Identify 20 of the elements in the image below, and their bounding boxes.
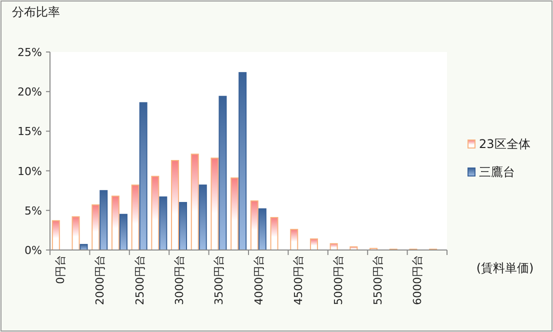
x-tick-label: 6000円台 [411,255,424,305]
x-tick-label: 5500円台 [372,255,385,305]
x-tick-label: 2500円台 [133,255,146,305]
y-tick-label: 25% [18,46,42,59]
x-tick-label: 4500円台 [292,255,306,305]
x-tick-label: 2000円台 [94,255,107,305]
x-tick-label: 0円台 [54,255,67,284]
x-tick-label: 5000円台 [332,255,345,305]
x-tick-label: 3500円台 [212,255,226,305]
x-tick-label: 4000円台 [252,255,266,305]
y-tick-label: 0% [24,244,42,257]
legend-label: 三鷹台 [479,165,515,179]
y-tick-label: 15% [18,125,42,138]
y-tick-label: 5% [24,204,42,218]
x-tick-label: 3000円台 [173,255,186,305]
x-axis-title: (賃料単価) [476,261,534,275]
y-axis-title: 分布比率 [12,5,60,19]
legend-label: 23区全体 [479,137,530,151]
y-tick-label: 20% [18,86,42,99]
y-tick-label: 10% [18,164,42,178]
